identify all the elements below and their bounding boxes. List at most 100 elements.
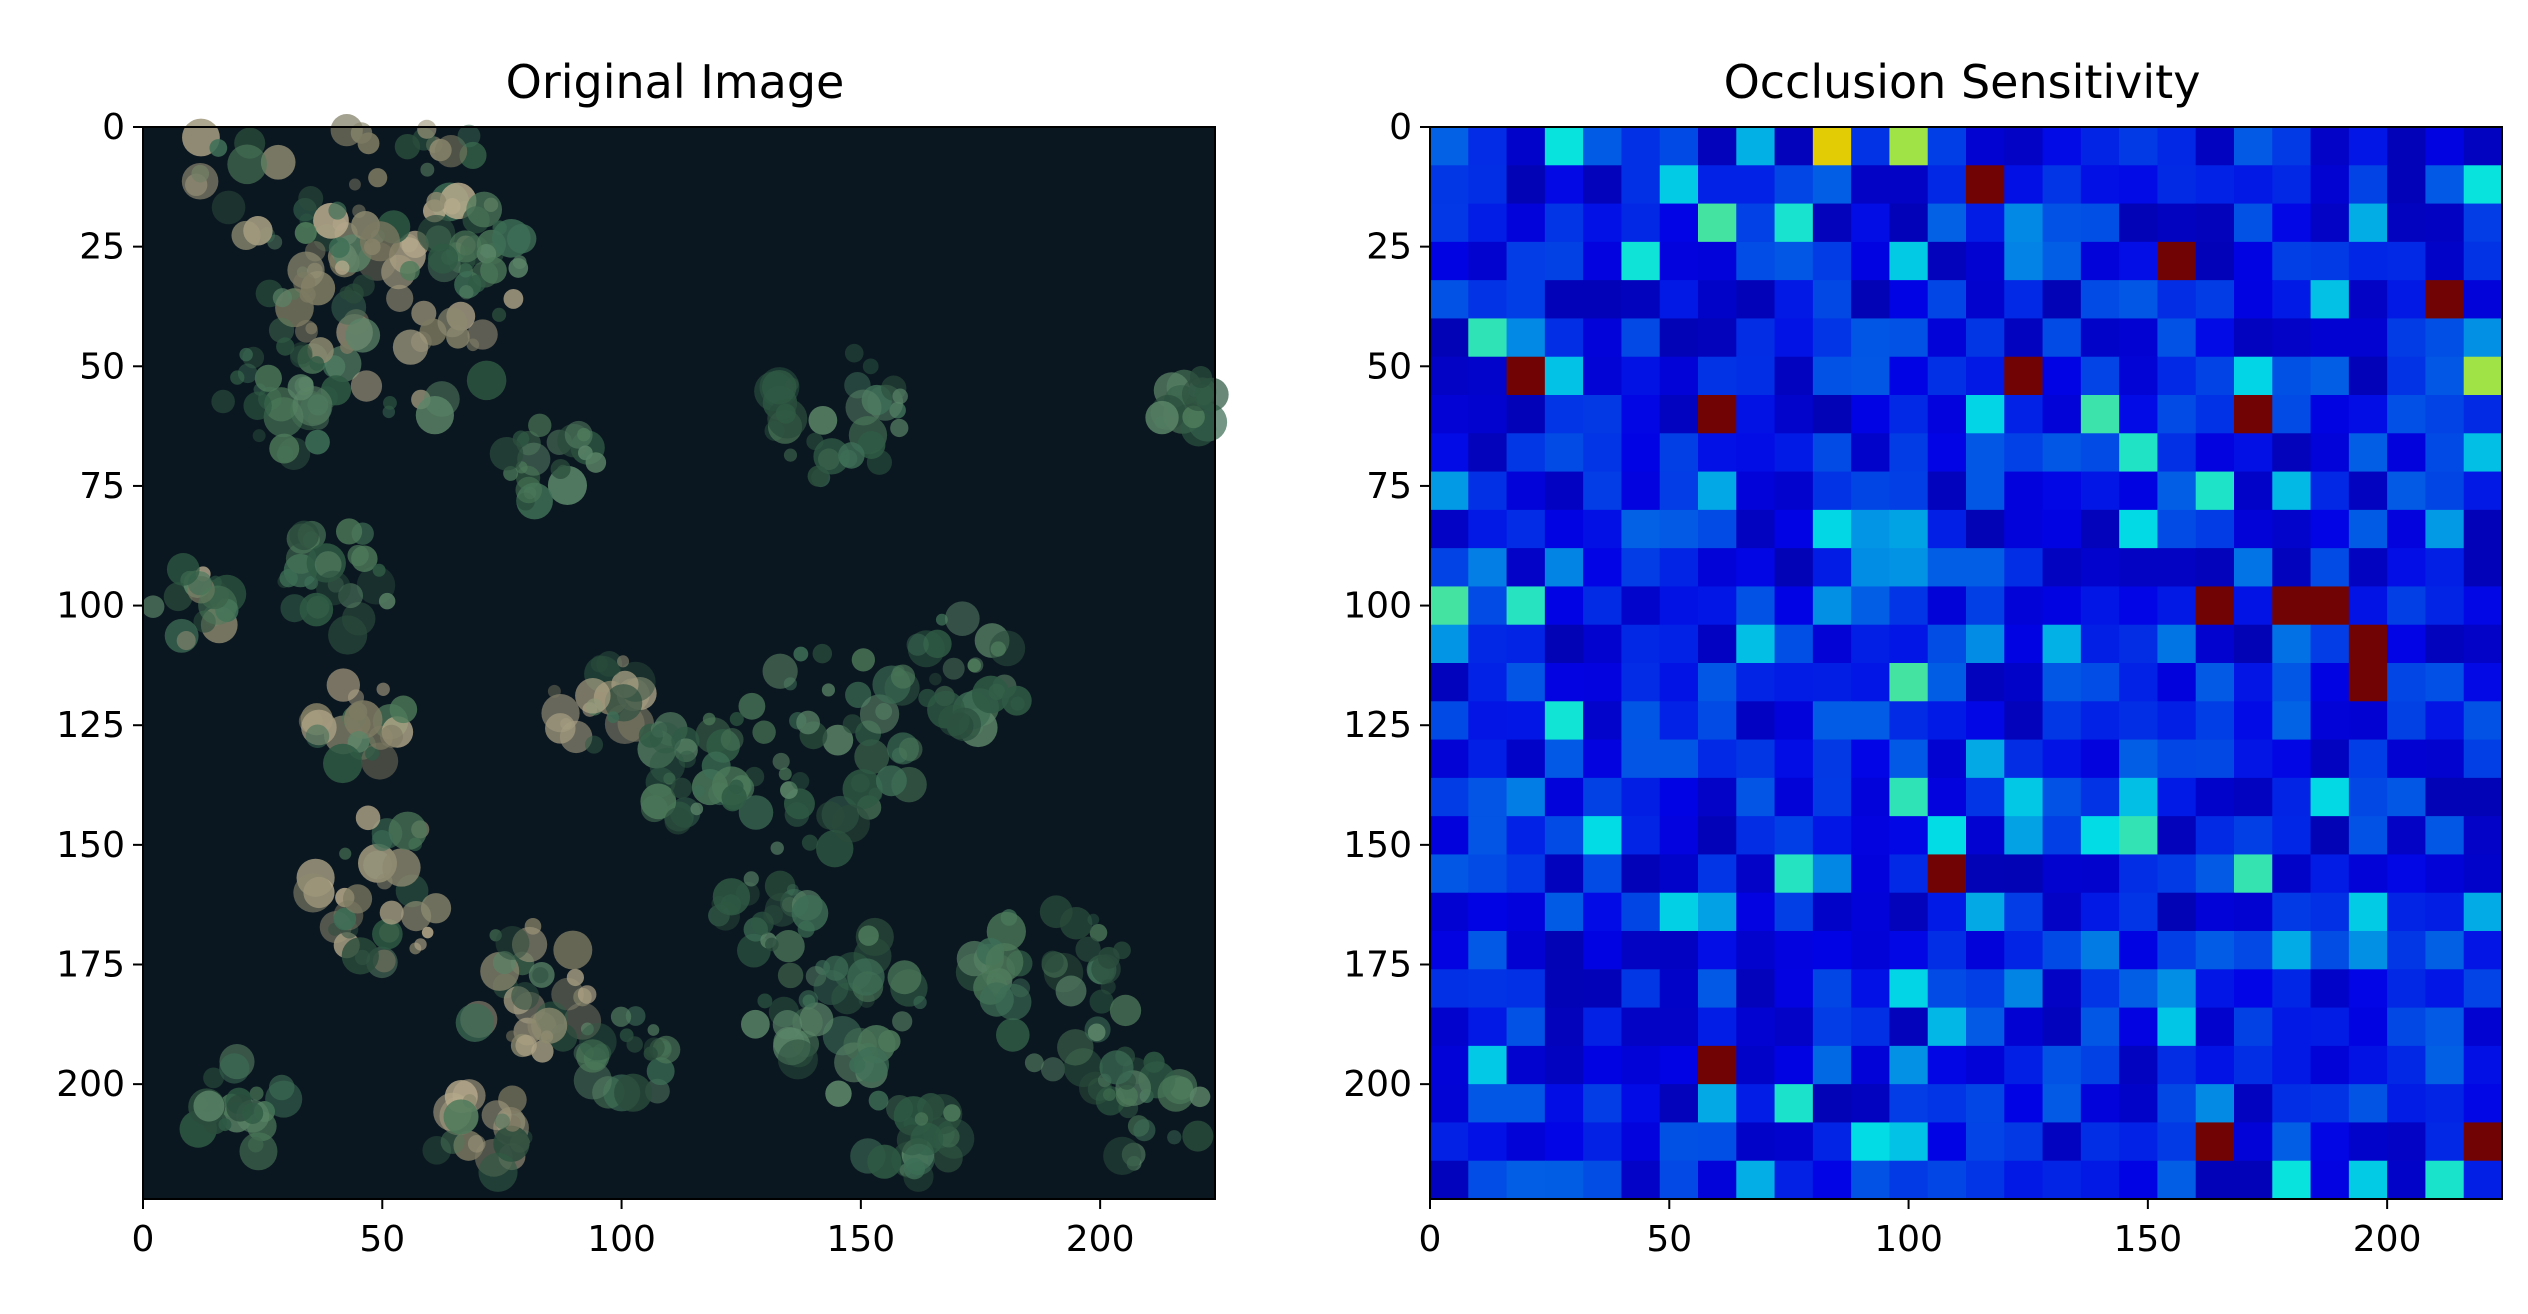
heatmap-cell	[2195, 854, 2235, 894]
heatmap-cell	[1544, 624, 1584, 664]
heatmap-cell	[2119, 203, 2159, 243]
heatmap-cell	[2195, 280, 2235, 320]
heatmap-cell	[1468, 280, 1508, 320]
canopy-blob	[478, 1152, 518, 1192]
heatmap-cell	[1430, 395, 1469, 434]
heatmap-cell	[2310, 1084, 2350, 1124]
heatmap-cell	[2425, 1160, 2465, 1200]
canopy-blob	[193, 1090, 225, 1122]
heatmap-cell	[1506, 127, 1546, 166]
heatmap-cell	[1851, 663, 1891, 702]
heatmap-cell	[1927, 586, 1967, 626]
heatmap-cell	[1736, 509, 1776, 549]
heatmap-cell	[1621, 624, 1661, 664]
heatmap-cell	[2463, 739, 2503, 779]
heatmap-cell	[2387, 395, 2427, 434]
heatmap-cell	[2042, 892, 2082, 932]
heatmap-cell	[2080, 777, 2120, 817]
heatmap-cell	[2080, 280, 2120, 320]
heatmap-cell	[1966, 663, 2005, 702]
heatmap-cell	[2004, 241, 2044, 281]
heatmap-cell	[2157, 127, 2197, 166]
heatmap-cell	[1659, 854, 1699, 894]
canopy-blob	[372, 563, 386, 577]
heatmap-cell	[1468, 356, 1508, 396]
canopy-blob	[378, 592, 396, 610]
heatmap-cell	[1698, 318, 1737, 358]
canopy-blob	[290, 342, 313, 365]
heatmap-cell	[1544, 969, 1584, 1009]
canopy-blob	[762, 653, 798, 689]
heatmap-cell	[2004, 165, 2044, 205]
heatmap-cell	[1966, 127, 2005, 166]
heatmap-cell	[2042, 586, 2082, 626]
canopy-blob	[646, 1057, 675, 1086]
heatmap-cell	[1774, 203, 1814, 243]
heatmap-cell	[2080, 1122, 2120, 1162]
y-tick-label: 0	[1389, 107, 1412, 148]
canopy-blob	[906, 633, 929, 656]
heatmap-cell	[1583, 241, 1623, 281]
canopy-blob	[996, 1018, 1030, 1052]
heatmap-cell	[1966, 777, 2005, 817]
heatmap-cell	[2463, 1045, 2503, 1085]
heatmap-cell	[1621, 433, 1661, 473]
heatmap-cell	[1851, 777, 1891, 817]
heatmap-cell	[2157, 663, 2197, 702]
heatmap-cell	[2004, 356, 2044, 396]
heatmap-cell	[1851, 1045, 1891, 1085]
canopy-blob	[985, 942, 1024, 981]
canopy-blob	[492, 307, 507, 322]
heatmap-cell	[2272, 624, 2312, 664]
heatmap-cell	[2080, 165, 2120, 205]
heatmap-cell	[2042, 1160, 2082, 1200]
heatmap-cell	[2348, 777, 2388, 817]
canopy-blob	[923, 629, 952, 659]
occlusion-ticks: 0 50 100 150 200 0 25 50 75 100 125 150 175 200	[1343, 107, 2421, 1260]
heatmap-cell	[1736, 586, 1776, 626]
heatmap-cell	[1698, 280, 1737, 320]
canopy-blob	[434, 135, 468, 168]
heatmap-cell	[2119, 471, 2159, 511]
canopy-blob	[763, 904, 784, 925]
canopy-blob	[379, 724, 403, 748]
heatmap-cell	[1851, 509, 1891, 549]
canopy-blob	[515, 476, 543, 504]
heatmap-cell	[2348, 241, 2388, 281]
x-tick-label: 100	[587, 1219, 656, 1260]
heatmap-cell	[2157, 931, 2197, 970]
heatmap-cell	[2080, 969, 2120, 1009]
heatmap-cell	[2042, 1084, 2082, 1124]
heatmap-cell	[2119, 931, 2159, 970]
heatmap-cell	[1851, 433, 1891, 473]
heatmap-cell	[2272, 854, 2312, 894]
heatmap-cell	[2463, 280, 2503, 320]
heatmap-cell	[1812, 241, 1852, 281]
canopy-blob	[305, 724, 330, 749]
heatmap-cell	[1889, 203, 1929, 243]
canopy-blob	[947, 707, 982, 742]
heatmap-cell	[1736, 241, 1776, 281]
heatmap-cell	[1698, 854, 1737, 894]
heatmap-cell	[2272, 701, 2312, 741]
heatmap-cell	[1506, 203, 1546, 243]
heatmap-cell	[2004, 471, 2044, 511]
canopy-blob	[372, 918, 403, 950]
canopy-blob	[822, 724, 854, 756]
canopy-blob	[219, 1053, 250, 1084]
heatmap-cell	[1966, 1045, 2005, 1085]
heatmap-cell	[1583, 203, 1623, 243]
heatmap-cell	[1544, 816, 1584, 856]
heatmap-cell	[1889, 816, 1929, 856]
canopy-blob	[389, 695, 418, 724]
heatmap-cell	[2004, 1160, 2044, 1200]
image-overlay	[1430, 127, 2502, 1199]
heatmap-cell	[1927, 356, 1967, 396]
heatmap-cell	[1889, 318, 1929, 358]
heatmap-cell	[2463, 892, 2503, 932]
canopy-blob	[515, 1034, 537, 1057]
canopy-blob	[440, 1129, 465, 1154]
heatmap-cell	[2195, 471, 2235, 511]
heatmap-cell	[1621, 892, 1661, 932]
canopy-blob	[293, 873, 333, 913]
